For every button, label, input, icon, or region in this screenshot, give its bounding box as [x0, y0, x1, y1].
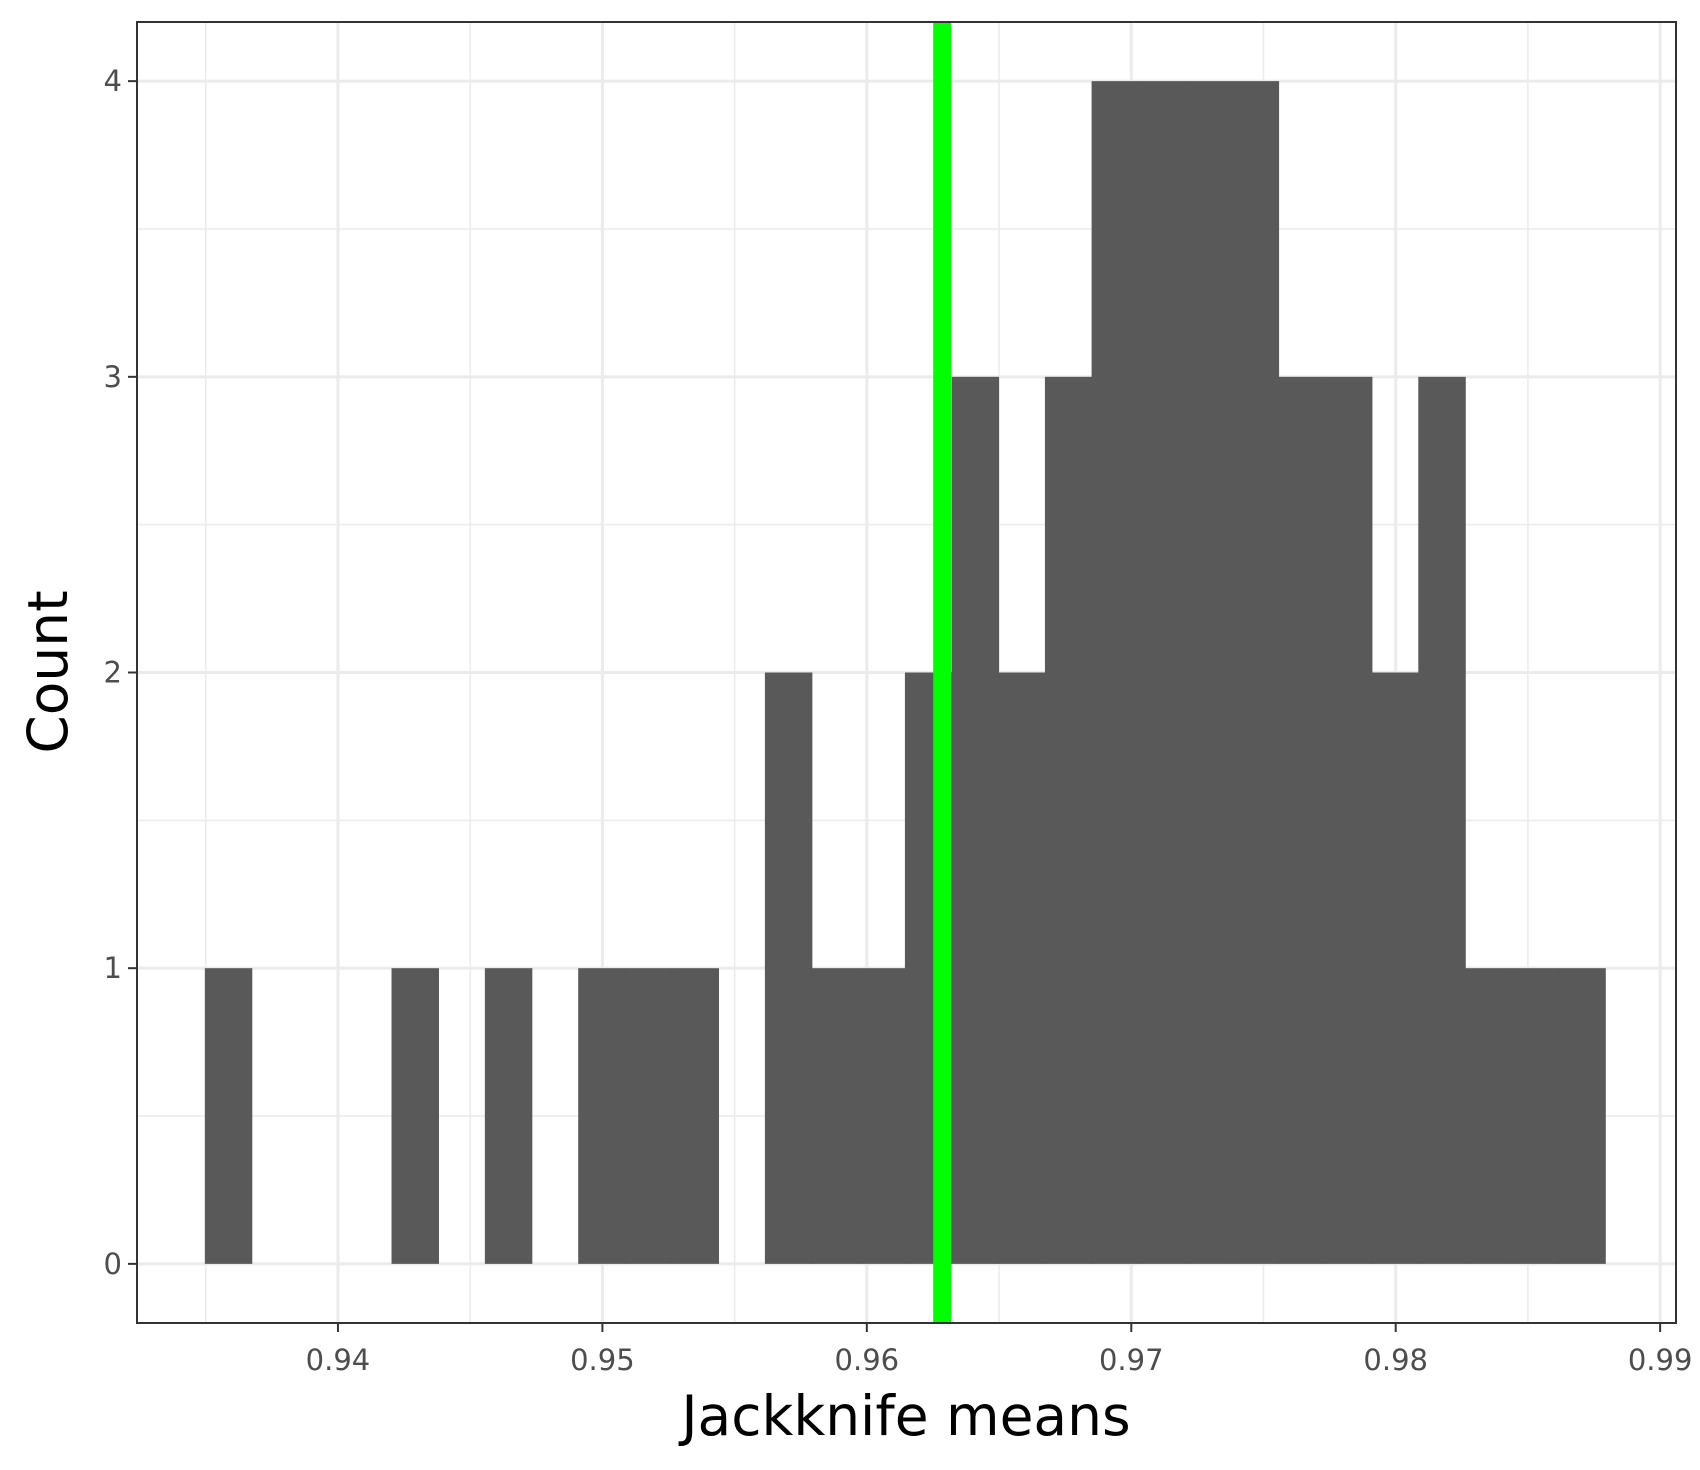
histogram-bar: [1511, 968, 1560, 1264]
x-tick-label: 0.98: [1363, 1343, 1428, 1377]
histogram-bar: [811, 968, 860, 1264]
histogram-bar: [484, 968, 533, 1264]
histogram-bar: [624, 968, 673, 1264]
histogram-bar: [1044, 376, 1093, 1264]
histogram-bar: [1138, 81, 1186, 1264]
x-tick-label: 0.94: [306, 1343, 371, 1377]
histogram-bar: [1324, 376, 1373, 1264]
histogram-bar: [1371, 672, 1420, 1264]
histogram-bar: [1464, 968, 1513, 1264]
histogram-bar: [1091, 81, 1140, 1264]
histogram-bar: [1558, 968, 1606, 1264]
histogram-bar: [1184, 81, 1233, 1264]
y-axis-ticks: 0 1 2 3 4: [104, 64, 137, 1281]
histogram-bar: [391, 968, 439, 1264]
x-axis-title: Jackknife means: [678, 1384, 1130, 1448]
y-tick-label: 3: [104, 360, 122, 394]
y-tick-label: 1: [104, 951, 122, 985]
histogram-bars: [204, 81, 1606, 1264]
x-tick-label: 0.97: [1099, 1343, 1164, 1377]
y-tick-label: 2: [104, 656, 122, 690]
histogram-bar: [204, 968, 253, 1264]
histogram-bar: [951, 376, 1000, 1264]
x-tick-label: 0.95: [570, 1343, 635, 1377]
histogram-bar: [1231, 81, 1280, 1264]
x-tick-label: 0.96: [835, 1343, 900, 1377]
y-axis-title: Count: [16, 590, 80, 753]
histogram-bar: [578, 968, 626, 1264]
y-tick-label: 0: [104, 1247, 122, 1281]
histogram-bar: [998, 672, 1046, 1264]
x-axis-ticks: 0.94 0.95 0.96 0.97 0.98 0.99: [306, 1323, 1693, 1377]
histogram-bar: [671, 968, 720, 1264]
y-tick-label: 4: [104, 64, 122, 98]
histogram-bar: [858, 968, 906, 1264]
histogram-bar: [764, 672, 813, 1264]
x-tick-label: 0.99: [1628, 1343, 1693, 1377]
histogram-bar: [1418, 376, 1466, 1264]
histogram-bar: [1278, 376, 1326, 1264]
